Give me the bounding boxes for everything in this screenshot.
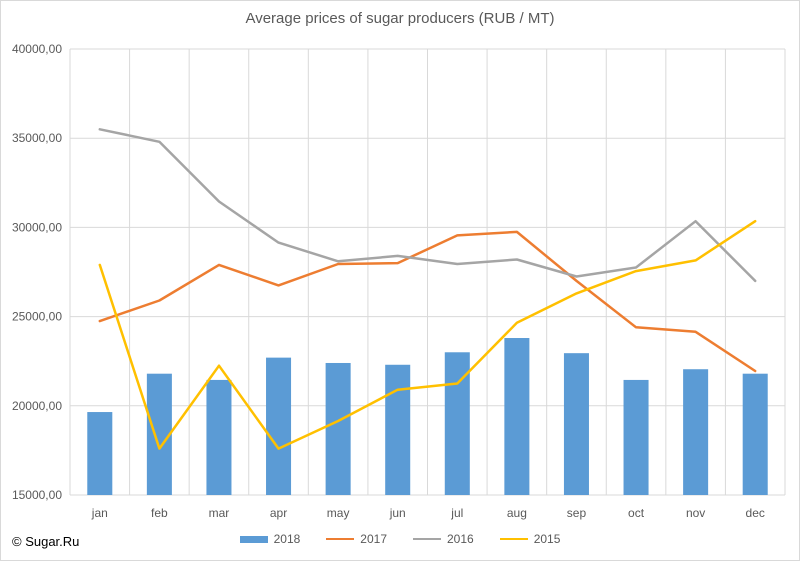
legend-swatch-2018 xyxy=(239,535,268,543)
legend-label-2015: 2015 xyxy=(533,532,561,546)
bar-2018 xyxy=(87,412,113,495)
bar-2018 xyxy=(623,379,649,495)
legend-item: 2017 xyxy=(326,532,387,546)
legend-swatch-2016 xyxy=(413,538,441,540)
x-tick-label: sep xyxy=(567,506,587,520)
y-tick-label: 30000,00 xyxy=(12,220,62,234)
legend-label-2017: 2017 xyxy=(360,532,387,546)
x-tick-label: feb xyxy=(151,506,168,520)
line-series-2017 xyxy=(98,230,757,373)
legend-swatch-2015 xyxy=(499,538,528,540)
bar-2018 xyxy=(266,357,292,495)
legend-item: 2016 xyxy=(413,532,474,546)
y-tick-label: 20000,00 xyxy=(12,399,62,413)
y-tick-label: 15000,00 xyxy=(12,488,62,502)
legend-item: 2015 xyxy=(499,532,561,546)
line-series-2016 xyxy=(98,128,757,283)
bar-2018 xyxy=(385,364,411,495)
x-tick-label: oct xyxy=(628,506,645,520)
bar-2018 xyxy=(742,373,768,495)
chart-title: Average prices of sugar producers (RUB /… xyxy=(245,10,555,27)
legend-item: 2018 xyxy=(239,532,301,546)
x-tick-label: nov xyxy=(686,506,705,520)
x-tick-label: mar xyxy=(209,506,230,520)
x-tick-label: jun xyxy=(389,506,406,520)
bar-2018 xyxy=(325,362,351,495)
bar-2018 xyxy=(146,373,172,495)
legend-label-2018: 2018 xyxy=(273,532,301,546)
bar-2018 xyxy=(563,353,589,495)
legend-swatch-2017 xyxy=(326,538,355,540)
x-tick-label: apr xyxy=(270,506,287,520)
legend-label-2016: 2016 xyxy=(447,532,474,546)
x-tick-label: aug xyxy=(507,506,527,520)
x-tick-label: jul xyxy=(450,506,463,520)
x-tick-label: dec xyxy=(746,506,765,520)
x-tick-label: jan xyxy=(91,506,108,520)
y-tick-label: 35000,00 xyxy=(12,131,62,145)
bar-2018 xyxy=(504,338,530,495)
chart-legend: 2018 2017 2016 2015 xyxy=(0,532,800,546)
bar-2018 xyxy=(206,379,232,495)
y-tick-label: 25000,00 xyxy=(12,310,62,324)
x-tick-label: may xyxy=(327,506,350,520)
y-tick-label: 40000,00 xyxy=(12,42,62,56)
line-series-2015 xyxy=(98,219,757,450)
source-credit: © Sugar.Ru xyxy=(12,534,80,549)
bar-2018 xyxy=(683,369,709,495)
